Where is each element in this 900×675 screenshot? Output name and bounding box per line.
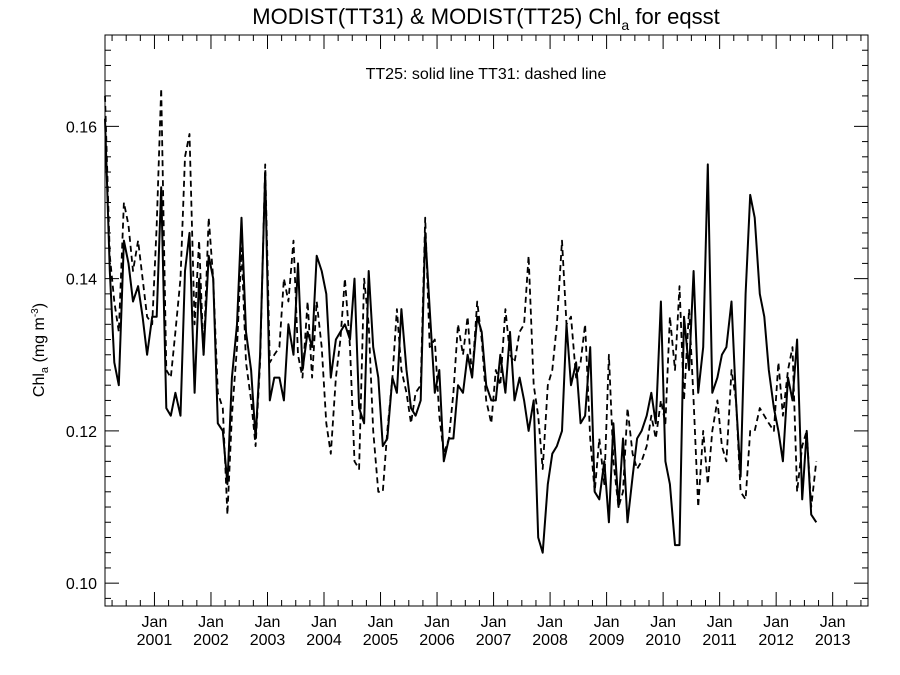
x-tick-year-label: 2006 <box>419 632 455 649</box>
x-tick-year-label: 2004 <box>306 632 342 649</box>
x-tick-year-label: 2009 <box>589 632 625 649</box>
x-tick-year-label: 2012 <box>758 632 794 649</box>
y-tick-label: 0.16 <box>66 119 97 136</box>
x-tick-month-label: Jan <box>820 614 846 631</box>
x-tick-year-label: 2002 <box>193 632 229 649</box>
x-tick-year-label: 2011 <box>702 632 737 649</box>
x-tick-month-label: Jan <box>481 614 507 631</box>
series-layer <box>104 87 818 554</box>
x-tick-year-label: 2013 <box>815 632 851 649</box>
y-tick-label: 0.10 <box>66 576 97 593</box>
x-tick-month-label: Jan <box>594 614 620 631</box>
x-tick-month-label: Jan <box>424 614 450 631</box>
x-tick-year-label: 2003 <box>250 632 286 649</box>
x-tick-month-label: Jan <box>650 614 676 631</box>
line-style-annotation: TT25: solid line TT31: dashed line <box>366 66 607 83</box>
y-tick-label: 0.12 <box>66 424 97 441</box>
x-tick-year-label: 2010 <box>645 632 681 649</box>
x-tick-month-label: Jan <box>537 614 563 631</box>
chart-title: MODIST(TT31) & MODIST(TT25) Chla for eqs… <box>252 4 719 33</box>
y-axis: 0.10 0.12 0.14 0.16 <box>66 34 868 599</box>
x-tick-month-label: Jan <box>255 614 281 631</box>
x-tick-year-label: 2005 <box>363 632 399 649</box>
y-tick-label: 0.14 <box>66 272 97 289</box>
x-tick-month-label: Jan <box>763 614 789 631</box>
x-axis: Jan2001Jan2002Jan2003Jan2004Jan2005Jan20… <box>111 35 862 649</box>
y-axis-label: Chla (mg m-3) <box>30 303 51 397</box>
x-tick-year-label: 2007 <box>476 632 512 649</box>
x-tick-month-label: Jan <box>311 614 337 631</box>
x-tick-month-label: Jan <box>198 614 224 631</box>
x-tick-month-label: Jan <box>142 614 168 631</box>
x-tick-year-label: 2001 <box>137 632 173 649</box>
series-line-tt31 <box>104 87 818 516</box>
plot-frame <box>104 34 869 607</box>
x-tick-month-label: Jan <box>368 614 394 631</box>
x-tick-year-label: 2008 <box>532 632 568 649</box>
x-tick-month-label: Jan <box>707 614 733 631</box>
